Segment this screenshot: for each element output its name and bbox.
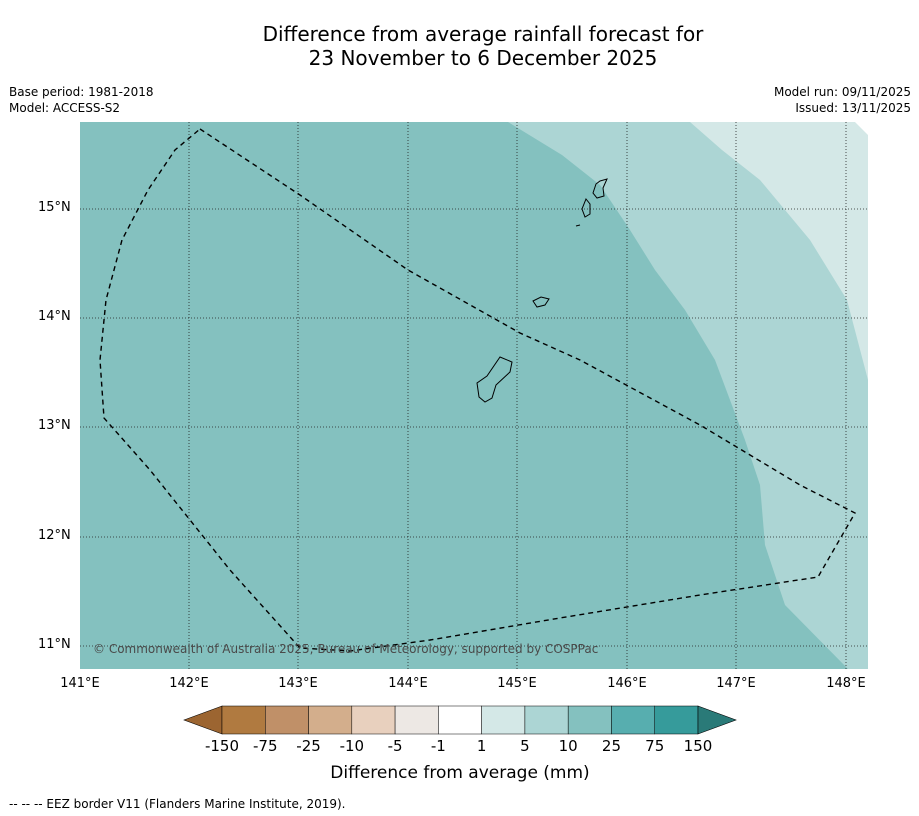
longitude-label: 145°E xyxy=(497,676,537,691)
base-period: Base period: 1981-2018 xyxy=(9,85,154,99)
colorbar-cell xyxy=(221,705,266,735)
colorbar-tick-label: -150 xyxy=(205,737,239,755)
colorbar-cell xyxy=(438,705,482,735)
colorbar-tick-label: -5 xyxy=(388,737,403,755)
latitude-label: 11°N xyxy=(38,637,71,652)
colorbar-tick-label: 1 xyxy=(477,737,487,755)
latitude-label: 14°N xyxy=(38,309,71,324)
colorbar-cell xyxy=(394,705,439,735)
colorbar-tick-label: 5 xyxy=(520,737,530,755)
islands xyxy=(476,178,608,403)
longitude-label: 141°E xyxy=(60,676,100,691)
rota-island xyxy=(532,296,550,308)
longitude-label: 146°E xyxy=(607,676,647,691)
colorbar-tick-label: 10 xyxy=(559,737,578,755)
title-line-2: 23 November to 6 December 2025 xyxy=(308,46,658,70)
model-run: Model run: 09/11/2025 xyxy=(773,85,911,99)
longitude-label: 143°E xyxy=(278,676,318,691)
colorbar-tick-label: -1 xyxy=(431,737,446,755)
zone-5-10 xyxy=(508,122,868,669)
colorbar-cell xyxy=(654,705,699,735)
aguijan-islet xyxy=(575,224,581,227)
longitude-label: 148°E xyxy=(826,676,866,691)
model-name: Model: ACCESS-S2 xyxy=(9,101,121,115)
colorbar-cell xyxy=(265,705,309,735)
meta-right: Model run: 09/11/2025 Issued: 13/11/2025 xyxy=(774,84,911,116)
guam-island xyxy=(476,356,513,403)
colorbar-label: Difference from average (mm) xyxy=(330,763,589,783)
eez-border xyxy=(99,128,856,652)
colorbar-tick-label: -75 xyxy=(253,737,278,755)
zone-1-5 xyxy=(690,122,868,380)
colorbar-cell xyxy=(567,705,612,735)
latitude-label: 13°N xyxy=(38,418,71,433)
colorbar-tick-label: 75 xyxy=(645,737,664,755)
eez-legend-note: -- -- -- EEZ border V11 (Flanders Marine… xyxy=(9,797,346,811)
graticule xyxy=(80,122,868,669)
issued-date: Issued: 13/11/2025 xyxy=(795,101,911,115)
longitude-label: 147°E xyxy=(716,676,756,691)
saipan-island xyxy=(592,178,608,199)
longitude-label: 144°E xyxy=(388,676,428,691)
colorbar-cells xyxy=(221,705,699,735)
colorbar-low-arrow xyxy=(183,705,223,735)
title-line-1: Difference from average rainfall forecas… xyxy=(262,22,704,46)
colorbar-ticks: -150 -75 -25 -10 -5 -1 1 5 10 25 75 150 xyxy=(205,737,712,755)
longitude-label: 142°E xyxy=(169,676,209,691)
latitude-label: 15°N xyxy=(38,200,71,215)
colorbar-tick-label: -25 xyxy=(296,737,321,755)
colorbar-tick-label: -10 xyxy=(340,737,365,755)
colorbar-high-arrow xyxy=(697,705,737,735)
colorbar-cell xyxy=(524,705,569,735)
colorbar-cell xyxy=(351,705,396,735)
colorbar-cell xyxy=(308,705,353,735)
copyright-text: © Commonwealth of Australia 2025, Bureau… xyxy=(93,642,598,656)
colorbar: -150 -75 -25 -10 -5 -1 1 5 10 25 75 150 Difference … xyxy=(183,705,737,783)
colorbar-tick-label: 150 xyxy=(684,737,713,755)
meta-left: Base period: 1981-2018 Model: ACCESS-S2 xyxy=(9,84,154,116)
colorbar-cell xyxy=(611,705,655,735)
map-panel: © Commonwealth of Australia 2025, Bureau… xyxy=(80,122,868,669)
tinian-island xyxy=(581,198,591,218)
colorbar-tick-label: 25 xyxy=(602,737,621,755)
zone-minus1-1 xyxy=(855,122,868,135)
chart-title: Difference from average rainfall forecas… xyxy=(0,22,919,70)
colorbar-cell xyxy=(481,705,526,735)
latitude-label: 12°N xyxy=(38,528,71,543)
